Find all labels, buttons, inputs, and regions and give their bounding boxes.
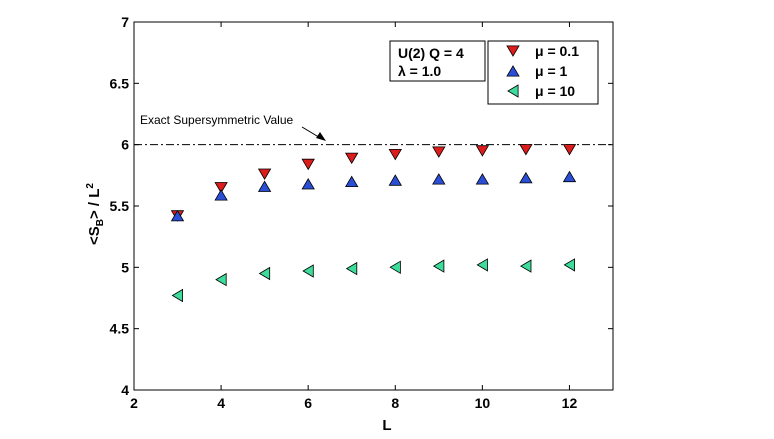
y-axis-label-sup: 2	[85, 183, 96, 189]
y-tick-label: 5.5	[110, 198, 130, 214]
info-box-line1: U(2) Q = 4	[398, 45, 464, 61]
y-axis-label-open: <S	[86, 226, 103, 245]
data-point-series-2	[345, 261, 358, 276]
data-point-series-2	[302, 264, 314, 278]
y-tick-label: 6	[121, 137, 129, 153]
y-tick-label: 4.5	[110, 321, 130, 337]
legend-label-mu-0-1: μ = 0.1	[535, 43, 579, 59]
data-point-series-0	[257, 168, 272, 180]
data-point-series-2	[258, 266, 271, 281]
data-point-series-1	[170, 209, 185, 222]
y-tick-label: 4	[121, 382, 129, 398]
data-point-series-2	[476, 258, 488, 272]
y-tick-label: 5	[121, 259, 129, 275]
legend-label-mu-10: μ = 10	[535, 83, 575, 99]
x-axis-label: L	[382, 417, 391, 434]
data-point-series-2	[389, 260, 401, 274]
data-point-series-0	[214, 182, 228, 194]
data-point-series-1	[214, 189, 228, 201]
data-point-series-2	[432, 259, 445, 273]
data-point-series-2	[563, 258, 575, 272]
x-tick-label: 12	[562, 395, 578, 411]
data-point-series-1	[345, 175, 359, 188]
data-point-series-2	[215, 272, 227, 287]
y-axis-label: <SB> / L2	[85, 183, 106, 245]
data-point-series-0	[562, 144, 577, 156]
y-axis-label-sub: B	[95, 219, 106, 226]
x-tick-label: 10	[475, 395, 491, 411]
data-point-series-1	[432, 173, 446, 185]
data-point-series-1	[301, 178, 315, 190]
data-point-series-1	[475, 173, 490, 185]
data-point-series-1	[519, 171, 533, 184]
legend-marker-series-0	[506, 45, 520, 57]
data-point-series-0	[475, 145, 490, 157]
data-point-series-1	[562, 170, 577, 183]
reference-line-label: Exact Supersymmetric Value	[140, 113, 293, 127]
y-axis-label-mid: > / L	[86, 189, 103, 219]
x-tick-label: 6	[304, 395, 312, 411]
data-point-series-0	[388, 148, 402, 161]
legend-marker-series-2	[507, 84, 519, 98]
data-point-series-1	[257, 180, 272, 192]
legend-label-mu-1: μ = 1	[535, 63, 568, 79]
x-tick-label: 2	[130, 395, 138, 411]
data-point-series-0	[345, 152, 359, 165]
data-point-series-0	[519, 144, 533, 156]
data-point-series-2	[171, 288, 184, 303]
legend-box	[487, 40, 599, 105]
annotation-arrow-head	[316, 132, 326, 141]
x-tick-label: 8	[391, 395, 399, 411]
info-box	[389, 40, 486, 82]
data-point-series-0	[432, 146, 446, 158]
data-point-series-0	[301, 158, 315, 171]
info-box-line2: λ = 1.0	[398, 63, 441, 79]
y-tick-label: 7	[121, 14, 129, 30]
data-point-series-2	[520, 259, 532, 273]
x-tick-label: 4	[217, 395, 225, 411]
y-tick-label: 6.5	[110, 75, 130, 91]
data-point-series-1	[388, 174, 402, 186]
legend-marker-series-1	[506, 65, 520, 77]
